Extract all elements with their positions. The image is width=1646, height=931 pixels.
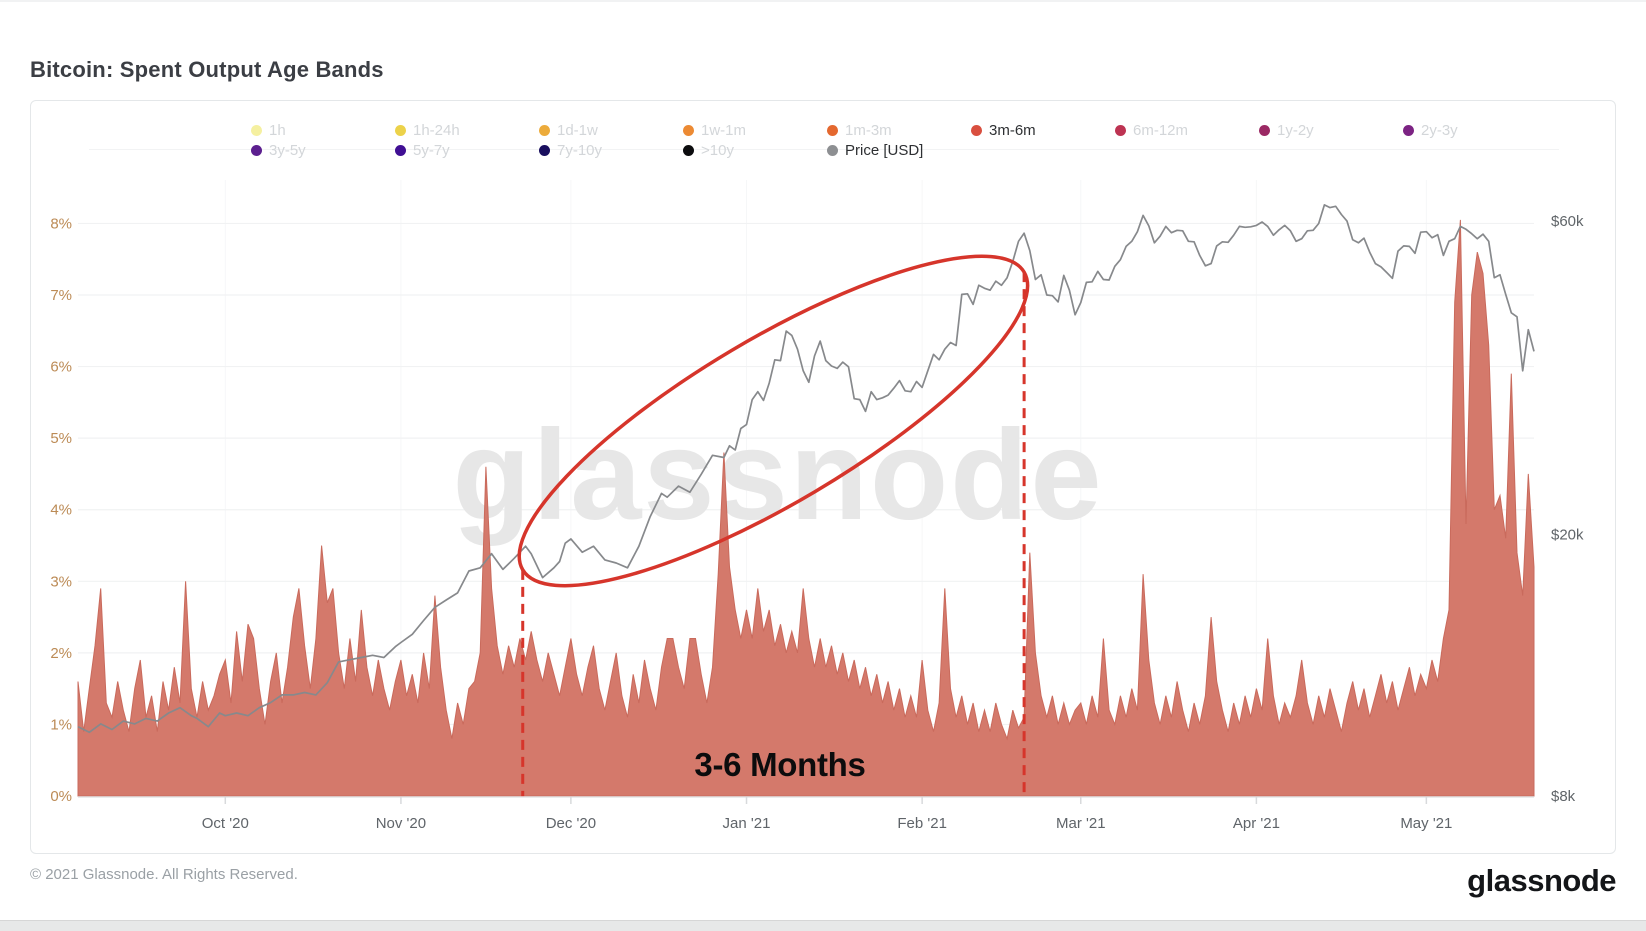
series-area-3m-6m [77, 219, 1535, 797]
legend-item-7y-10y[interactable]: 7y-10y [539, 141, 683, 159]
legend-label: 1y-2y [1277, 121, 1314, 139]
legend-label: >10y [701, 141, 734, 159]
y-axis-label-price: $60k [1551, 213, 1584, 230]
y-axis-label-price: $20k [1551, 527, 1584, 544]
legend-item-1w-1m[interactable]: 1w-1m [683, 121, 827, 139]
legend-item-1m-3m[interactable]: 1m-3m [827, 121, 971, 139]
legend-label: 3y-5y [269, 141, 306, 159]
legend-divider [89, 149, 1559, 150]
legend-dot-1y-2y [1259, 124, 1270, 136]
y-axis-label-percent: 6% [50, 359, 72, 376]
legend-label: 3m-6m [989, 121, 1036, 139]
legend-item-6m-12m[interactable]: 6m-12m [1115, 121, 1259, 139]
x-axis-label: Feb '21 [897, 815, 947, 832]
y-axis-label-percent: 7% [50, 287, 72, 304]
y-axis-label-percent: 4% [50, 502, 72, 519]
y-axis-label-percent: 2% [50, 645, 72, 662]
annotation-ellipse [517, 254, 1030, 588]
legend-row-1: 1h 1h-24h 1d-1w 1w-1m 1m-3m 3m-6m 6m-12m 1y-2y 2… [251, 121, 1547, 139]
legend-item-3y-5y[interactable]: 3y-5y [251, 141, 395, 159]
x-axis-label: Oct '20 [202, 815, 249, 832]
legend-label: 1d-1w [557, 121, 598, 139]
legend-label: 1h [269, 121, 286, 139]
legend-dot-3y-5y [251, 144, 262, 156]
legend-dot-7y-10y [539, 144, 550, 156]
glassnode-logo: glassnode [1467, 863, 1616, 898]
series-line-price [77, 204, 1535, 734]
legend-item-price-usd[interactable]: Price [USD] [827, 141, 971, 159]
legend-dot-1m-3m [827, 124, 838, 136]
legend-item-2y-3y[interactable]: 2y-3y [1403, 121, 1547, 139]
annotation-band-label: 3-6 Months [694, 746, 866, 783]
y-axis-label-percent: 3% [50, 573, 72, 590]
y-axis-label-percent: 0% [50, 788, 72, 805]
legend-dot-10y [683, 144, 694, 156]
page-top-edge [0, 0, 1646, 2]
legend-dot-1h [251, 124, 262, 136]
legend-item-10y[interactable]: >10y [683, 141, 827, 159]
y-axis-label-price: $8k [1551, 788, 1576, 805]
legend-dot-1h-24h [395, 124, 406, 136]
legend-item-1h[interactable]: 1h [251, 121, 395, 139]
legend-label: 5y-7y [413, 141, 450, 159]
x-axis-label: Apr '21 [1233, 815, 1280, 832]
legend-label: Price [USD] [845, 141, 924, 159]
y-axis-label-percent: 5% [50, 430, 72, 447]
legend-dot-5y-7y [395, 144, 406, 156]
legend-label: 7y-10y [557, 141, 603, 159]
legend-dot-price-usd [827, 144, 838, 156]
watermark-text: glassnode [452, 404, 1103, 547]
x-axis-label: Nov '20 [376, 815, 426, 832]
legend-dot-1d-1w [539, 124, 550, 136]
page-title: Bitcoin: Spent Output Age Bands [30, 56, 384, 82]
y-axis-label-percent: 1% [50, 716, 72, 733]
legend-item-3m-6m[interactable]: 3m-6m [971, 121, 1115, 139]
legend-label: 2y-3y [1421, 121, 1458, 139]
legend-dot-1w-1m [683, 124, 694, 136]
legend-row-2: 3y-5y 5y-7y 7y-10y >10y Price [USD] [251, 141, 971, 159]
y-axis-label-percent: 8% [50, 215, 72, 232]
legend-dot-2y-3y [1403, 124, 1414, 136]
legend-dot-6m-12m [1115, 124, 1126, 136]
legend-label: 1m-3m [845, 121, 892, 139]
page-bottom-edge [0, 920, 1646, 931]
x-axis-label: Dec '20 [546, 815, 596, 832]
legend-label: 1h-24h [413, 121, 460, 139]
legend-item-5y-7y[interactable]: 5y-7y [395, 141, 539, 159]
legend-dot-3m-6m [971, 124, 982, 136]
x-axis-label: May '21 [1400, 815, 1452, 832]
legend-item-1d-1w[interactable]: 1d-1w [539, 121, 683, 139]
copyright-text: © 2021 Glassnode. All Rights Reserved. [30, 866, 298, 883]
x-axis-label: Jan '21 [723, 815, 771, 832]
x-axis-label: Mar '21 [1056, 815, 1106, 832]
legend-label: 1w-1m [701, 121, 747, 139]
legend-item-1y-2y[interactable]: 1y-2y [1259, 121, 1403, 139]
legend-item-1h-24h[interactable]: 1h-24h [395, 121, 539, 139]
legend-label: 6m-12m [1133, 121, 1189, 139]
